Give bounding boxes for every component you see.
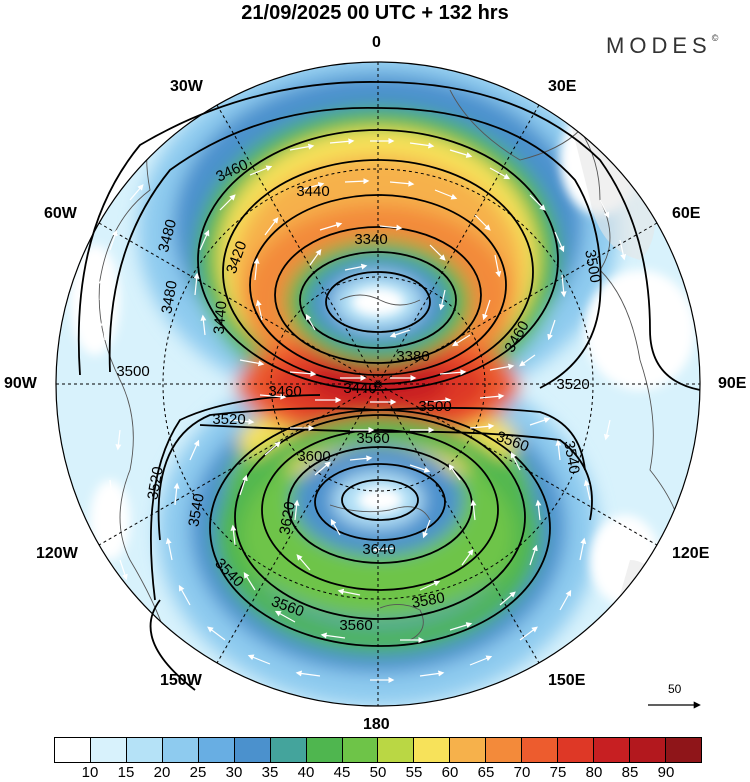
contour-label: 3480: [158, 279, 181, 315]
contour-label: 3560: [339, 617, 372, 634]
colorbar-tick-label: 20: [153, 764, 171, 781]
contour-label: 3500: [581, 248, 604, 284]
colorbar-tick-label: 45: [333, 764, 351, 781]
colorbar-tick-label: 25: [189, 764, 207, 781]
colorbar-swatch: [234, 738, 271, 762]
contour-label: 3460: [268, 383, 301, 400]
colorbar: [54, 737, 702, 763]
lon-label-90w: 90W: [4, 375, 37, 392]
colorbar-tick-label: 75: [549, 764, 567, 781]
contour-label: 3520: [144, 465, 167, 501]
colorbar-swatch: [55, 738, 91, 762]
colorbar-swatch: [378, 738, 415, 762]
map-boundary: [55, 61, 701, 707]
contour-label: 3540: [560, 439, 583, 475]
colorbar-swatch: [198, 738, 235, 762]
contour-label: 3640: [362, 541, 395, 558]
colorbar-tick-label: 80: [585, 764, 603, 781]
map-title: 21/09/2025 00 UTC + 132 hrs: [241, 2, 509, 24]
colorbar-swatch: [306, 738, 343, 762]
lon-label-0: 0: [372, 34, 381, 51]
colorbar-swatch: [342, 738, 379, 762]
contour-label: 3340: [354, 231, 387, 248]
colorbar-swatch: [630, 738, 666, 762]
contour-label: 3560: [356, 430, 389, 447]
lon-label-60e: 60E: [672, 205, 701, 222]
reference-vector-arrow: [648, 701, 701, 709]
colorbar-swatch: [486, 738, 523, 762]
contour-label: 3600: [297, 448, 330, 465]
colorbar-swatch: [665, 738, 701, 762]
wind-vectors: [98, 128, 645, 683]
brand-name: MODES: [606, 33, 712, 58]
contour-label: 3440: [296, 183, 329, 200]
colorbar-swatch: [270, 738, 307, 762]
height-contours: [77, 81, 701, 691]
reference-vector-label: 50: [668, 682, 682, 696]
colorbar-tick-label: 65: [477, 764, 495, 781]
contour-label: 3620: [276, 500, 299, 536]
contour-labels: 3460 3440 3480 3420 3340 3500 3480 3440 …: [116, 156, 603, 634]
brand-logo: MODES©: [606, 33, 718, 59]
lon-label-150w: 150W: [160, 672, 202, 689]
colorbar-tick-label: 70: [513, 764, 531, 781]
colorbar-tick-label: 30: [225, 764, 243, 781]
lon-label-150e: 150E: [548, 672, 586, 689]
colorbar-swatch: [558, 738, 595, 762]
contour-label: 3520: [212, 411, 245, 428]
colorbar-tick-label: 90: [657, 764, 675, 781]
colorbar-swatch: [522, 738, 559, 762]
colorbar-swatch: [450, 738, 487, 762]
contour-label: 3500: [116, 363, 149, 380]
colorbar-swatch: [594, 738, 630, 762]
contour-label: 3520: [556, 376, 589, 393]
colorbar-swatch: [126, 738, 163, 762]
colorbar-tick-label: 85: [621, 764, 639, 781]
contour-label: 3580: [410, 589, 446, 612]
colorbar-tick-label: 50: [369, 764, 387, 781]
colorbar-tick-label: 40: [297, 764, 315, 781]
colorbar-tick-label: 10: [81, 764, 99, 781]
colorbar-swatch: [90, 738, 127, 762]
lon-label-30e: 30E: [548, 78, 577, 95]
contour-label: 3440: [211, 300, 231, 335]
contour-label: 3440: [343, 380, 376, 397]
lon-label-180: 180: [363, 716, 390, 733]
lon-label-120e: 120E: [672, 545, 710, 562]
lon-label-90e: 90E: [718, 375, 747, 392]
contour-label: 3380: [396, 348, 429, 365]
lon-label-60w: 60W: [44, 205, 77, 222]
colorbar-swatch: [162, 738, 199, 762]
colorbar-tick-label: 15: [117, 764, 135, 781]
contour-label: 3500: [418, 398, 451, 415]
lon-label-120w: 120W: [36, 545, 78, 562]
colorbar-tick-label: 55: [405, 764, 423, 781]
colorbar-tick-label: 60: [441, 764, 459, 781]
colorbar-swatch: [414, 738, 451, 762]
colorbar-tick-label: 35: [261, 764, 279, 781]
contour-label: 3540: [185, 492, 208, 528]
graticule: [56, 62, 700, 706]
lon-label-30w: 30W: [170, 78, 203, 95]
copyright-mark: ©: [711, 33, 719, 43]
